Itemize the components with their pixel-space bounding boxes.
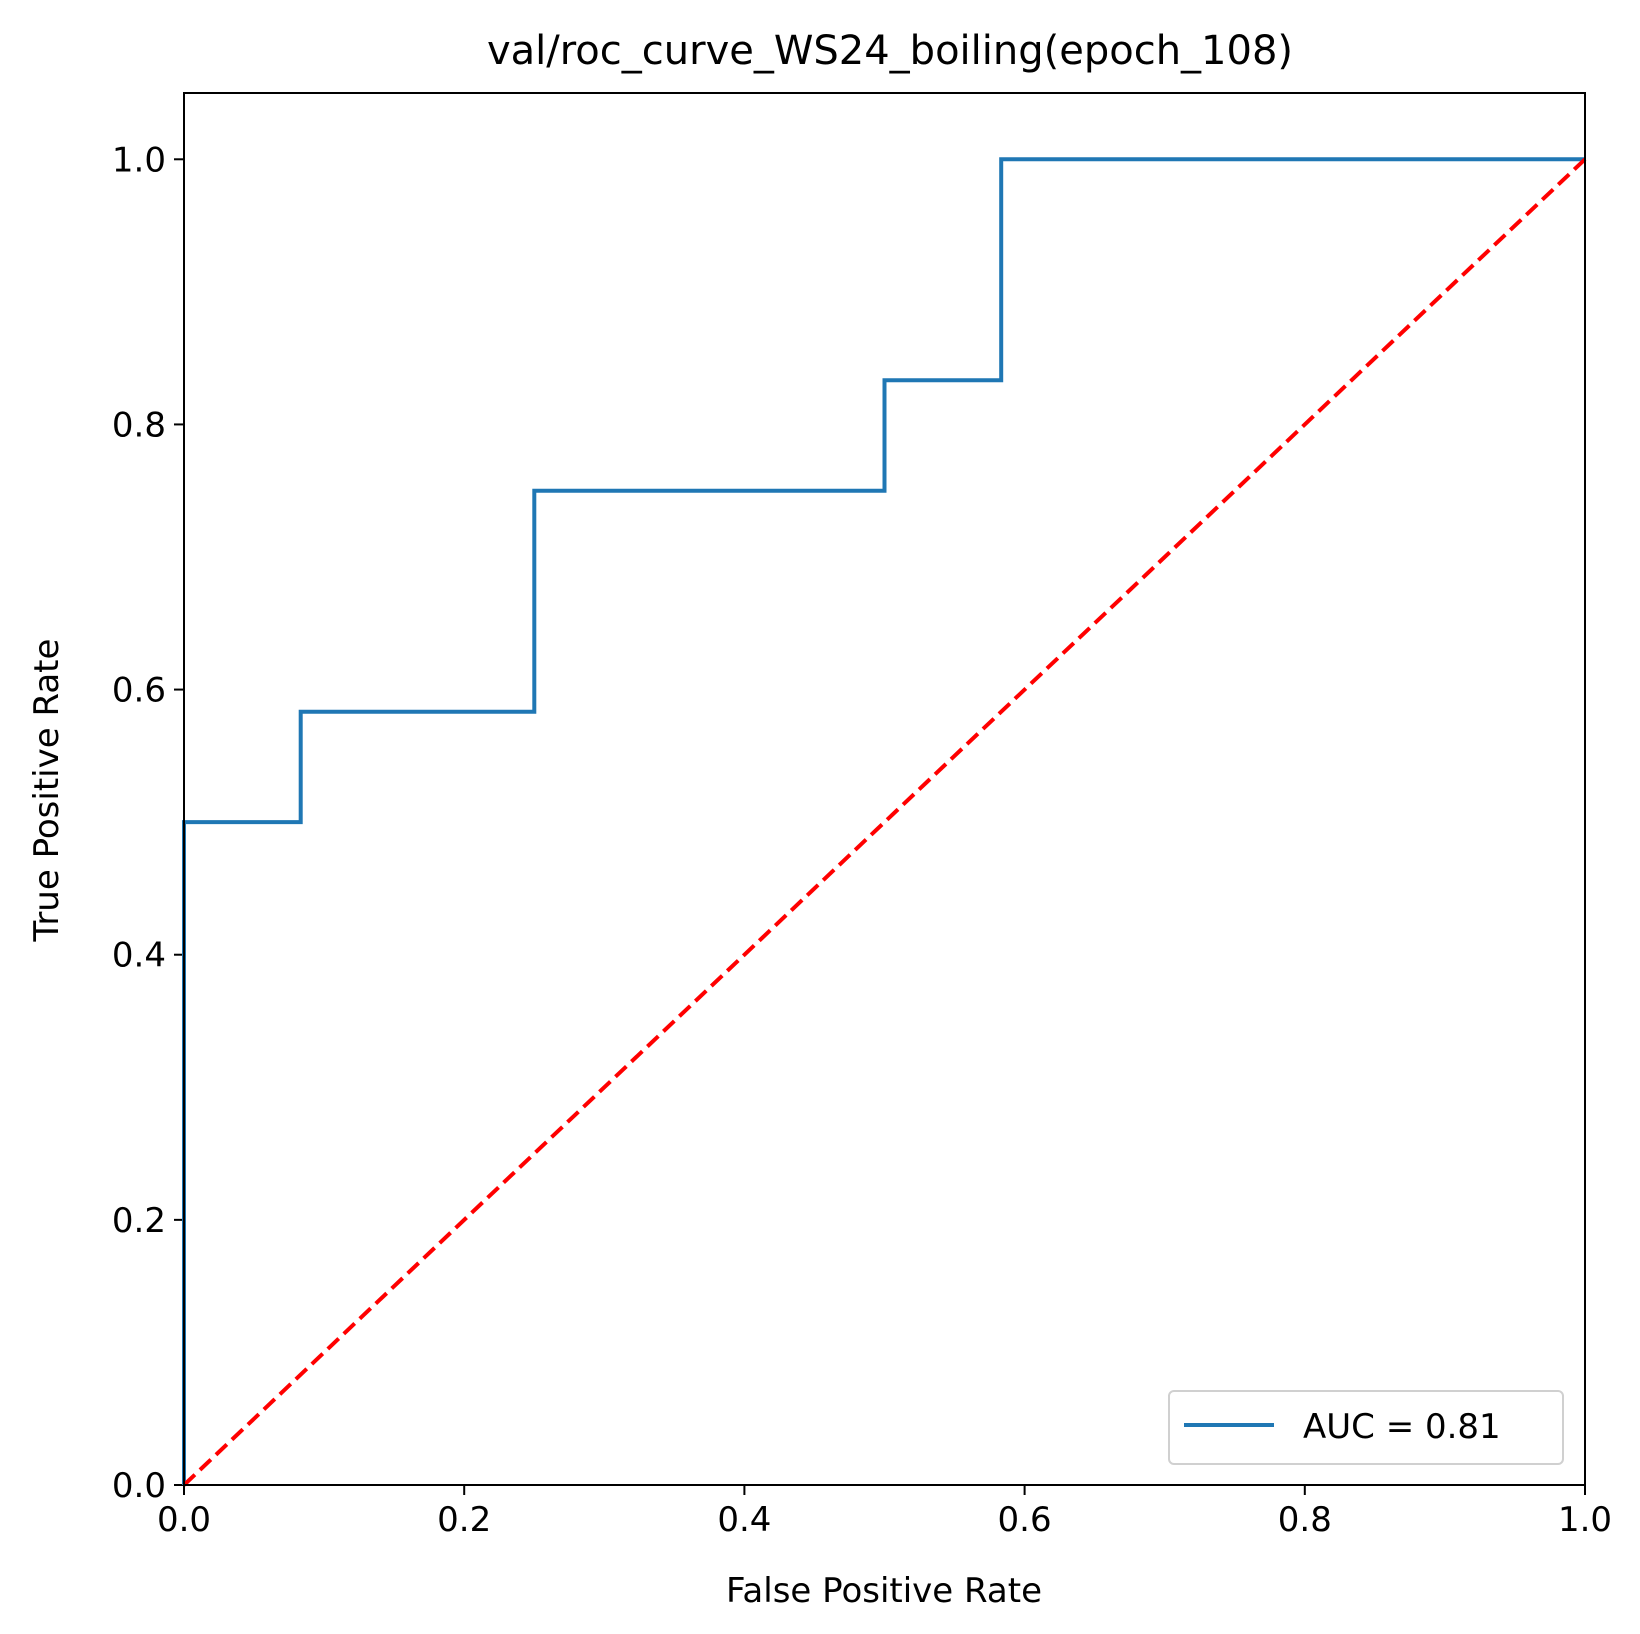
x-tick-label: 0.2 xyxy=(437,1500,491,1540)
y-tick-label: 0.6 xyxy=(112,671,166,711)
legend: AUC = 0.81 xyxy=(1168,1390,1564,1465)
x-tick-label: 0.6 xyxy=(998,1500,1052,1540)
y-tick-label: 1.0 xyxy=(112,140,166,180)
axis-ticks: 0.0 0.2 0.4 0.6 0.8 1.0 0.0 0.2 0.4 0.6 0.8 1.0 xyxy=(112,140,1612,1540)
x-tick-label: 0.4 xyxy=(717,1500,771,1540)
y-tick-label: 0.2 xyxy=(112,1201,166,1241)
x-axis-label: False Positive Rate xyxy=(726,1571,1042,1611)
x-tick-label: 1.0 xyxy=(1558,1500,1612,1540)
chart-title: val/roc_curve_WS24_boiling(epoch_108) xyxy=(487,28,1293,74)
x-tick-label: 0.8 xyxy=(1278,1500,1332,1540)
y-tick-label: 0.0 xyxy=(112,1466,166,1506)
x-tick-label: 0.0 xyxy=(157,1500,211,1540)
legend-box xyxy=(1168,1390,1564,1465)
y-tick-label: 0.8 xyxy=(112,405,166,445)
plot-area-frame xyxy=(183,92,1586,1486)
series-layer xyxy=(182,157,1587,1487)
roc-curve-line xyxy=(182,157,1585,1485)
chance-diagonal-line xyxy=(182,157,1587,1487)
y-tick-label: 0.4 xyxy=(112,936,166,976)
y-axis-label: True Positive Rate xyxy=(27,639,67,943)
legend-label: AUC = 0.81 xyxy=(1303,1407,1501,1447)
